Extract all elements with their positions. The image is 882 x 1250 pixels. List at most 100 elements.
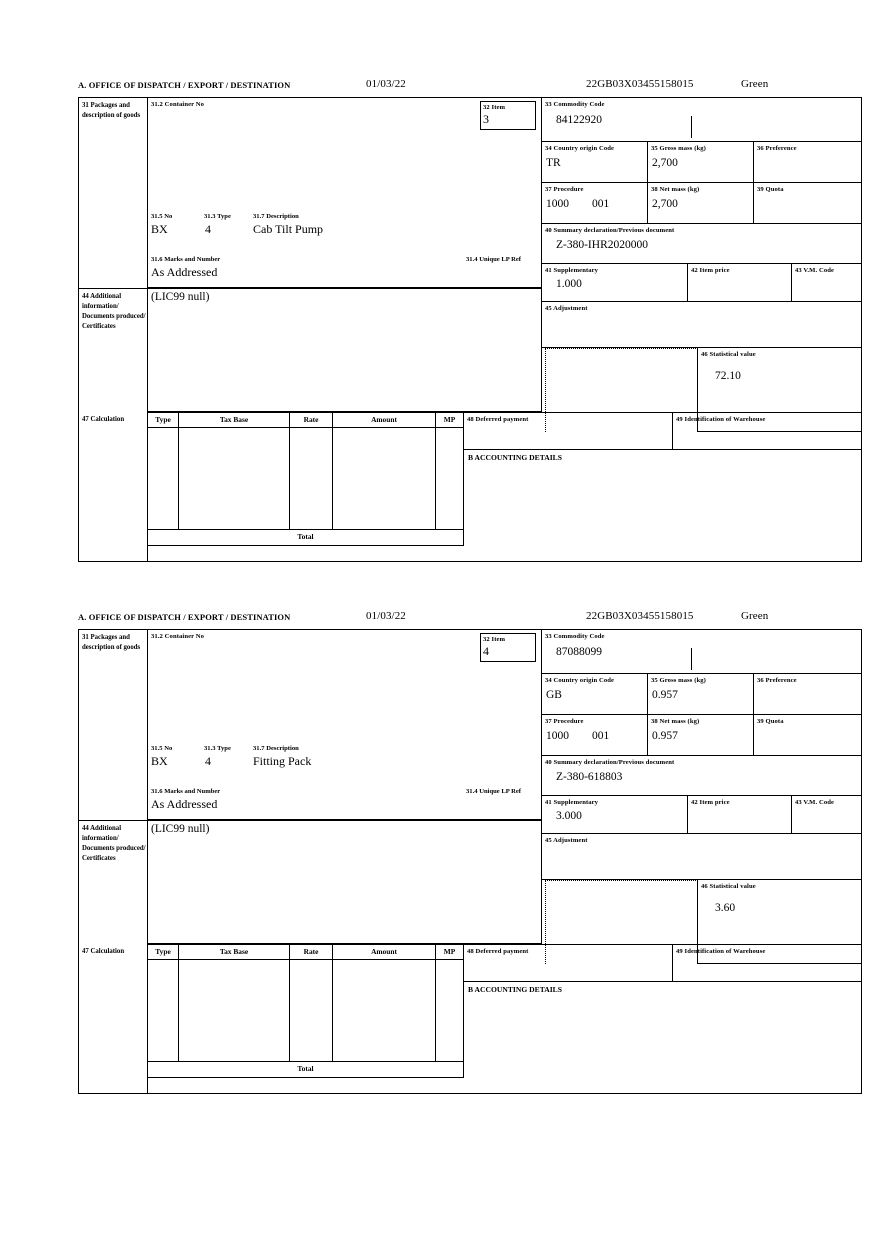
box-40-label: 40 Summary declaration/Previous document — [545, 227, 675, 234]
box-40-label: 40 Summary declaration/Previous document — [545, 759, 675, 766]
box-46-statistical-value: 46 Statistical value 3.60 — [698, 880, 861, 964]
calc-cell-amount[interactable] — [333, 428, 436, 530]
calc-cell-tax-base[interactable] — [179, 428, 290, 530]
box-37-label: 37 Procedure — [545, 718, 584, 725]
box-31-2-container-no-label: 31.2 Container No — [151, 633, 205, 640]
box-42-label: 42 Item price — [691, 799, 730, 806]
box-41-value[interactable]: 3.000 — [556, 809, 582, 822]
box-48-label: 48 Deferred payment — [467, 416, 529, 423]
box-40-value[interactable]: Z-380-618803 — [556, 770, 623, 783]
box-46-statistical-value: 46 Statistical value 72.10 — [698, 348, 861, 432]
box-45-value[interactable] — [542, 314, 861, 316]
box-40-summary-declaration: 40 Summary declaration/Previous document… — [542, 756, 861, 796]
box-36-value[interactable] — [754, 686, 861, 689]
calc-cell-type[interactable] — [148, 960, 179, 1062]
box-31-3-type-label: 31.3 Type — [204, 745, 231, 752]
box-34-label: 34 Country origin Code — [545, 145, 615, 152]
box-b-accounting-details: B ACCOUNTING DETAILS — [464, 450, 861, 561]
box-35-label: 35 Gross mass (kg) — [651, 677, 706, 684]
box-46-label: 46 Statistical value — [701, 883, 756, 890]
box-34-value[interactable]: GB — [546, 688, 562, 701]
box-31-3-type-value[interactable]: 4 — [205, 754, 211, 768]
box-45-label: 45 Adjustment — [545, 305, 588, 312]
box-41-supplementary: 41 Supplementary 1.000 — [542, 264, 688, 302]
calc-cell-tax-base[interactable] — [179, 960, 290, 1062]
calc-col-type: Type — [148, 412, 179, 428]
box-39-value[interactable] — [754, 195, 861, 198]
calc-cell-mp[interactable] — [436, 960, 464, 1062]
calc-cell-rate[interactable] — [290, 960, 333, 1062]
box-43-label: 43 V.M. Code — [795, 267, 835, 274]
box-37-procedure: 37 Procedure 1000 001 — [542, 715, 648, 756]
box-31-7-description-value[interactable]: Fitting Pack — [253, 754, 312, 768]
box-43-value[interactable] — [792, 808, 861, 810]
box-31-6-marks-value[interactable]: As Addressed — [151, 265, 218, 279]
box-47-stub: 47 Calculation — [79, 944, 148, 1093]
box-33-commodity-code-label: 33 Commodity Code — [545, 633, 605, 640]
box-39-quota: 39 Quota — [754, 183, 861, 224]
declaration-form-item-4: A. OFFICE OF DISPATCH / EXPORT / DESTINA… — [78, 610, 862, 1094]
box-35-value[interactable]: 2,700 — [652, 156, 678, 169]
calc-cell-mp[interactable] — [436, 428, 464, 530]
box-32-item-value[interactable]: 4 — [483, 643, 489, 658]
box-32-item-label: 32 Item — [483, 104, 506, 111]
box-31-3-type-value[interactable]: 4 — [205, 222, 211, 236]
box-45-adjustment: 45 Adjustment — [542, 302, 861, 348]
box-35-value[interactable]: 0.957 — [652, 688, 678, 701]
calc-col-tax-base: Tax Base — [179, 412, 290, 428]
box-39-quota: 39 Quota — [754, 715, 861, 756]
box-42-value[interactable] — [688, 276, 791, 278]
box-31-7-description-value[interactable]: Cab Tilt Pump — [253, 222, 324, 236]
box-42-item-price: 42 Item price — [688, 796, 792, 834]
box-45-value[interactable] — [542, 846, 861, 848]
box-b-label: B ACCOUNTING DETAILS — [468, 453, 562, 462]
calc-cell-type[interactable] — [148, 428, 179, 530]
box-44-value[interactable]: (LIC99 null) — [151, 291, 210, 303]
calc-cell-amount[interactable] — [333, 960, 436, 1062]
box-34-value[interactable]: TR — [546, 156, 561, 169]
box-35-gross-mass: 35 Gross mass (kg) 0.957 — [648, 674, 754, 715]
box-46-value[interactable]: 3.60 — [715, 901, 736, 914]
box-38-value[interactable]: 2,700 — [652, 197, 678, 210]
box-38-value[interactable]: 0.957 — [652, 729, 678, 742]
box-33-commodity-code-value[interactable]: 84122920 — [556, 113, 602, 126]
box-32-item-value[interactable]: 3 — [483, 111, 489, 126]
box-40-value[interactable]: Z-380-IHR2020000 — [556, 238, 648, 251]
box-43-vm-code: 43 V.M. Code — [792, 264, 861, 302]
box-31-7-description-label: 31.7 Description — [253, 745, 299, 752]
box-43-vm-code: 43 V.M. Code — [792, 796, 861, 834]
box-39-value[interactable] — [754, 727, 861, 730]
box-37-value[interactable]: 1000 001 — [546, 197, 610, 210]
box-33-commodity-code-value[interactable]: 87088099 — [556, 645, 602, 658]
box-37-label: 37 Procedure — [545, 186, 584, 193]
box-45-continuation-dotted-area — [545, 348, 698, 432]
calc-col-rate: Rate — [290, 412, 333, 428]
box-34-country-origin-code: 34 Country origin Code GB — [542, 674, 648, 715]
box-31-5-no-value[interactable]: BX — [151, 754, 168, 768]
box-34-country-origin-code: 34 Country origin Code TR — [542, 142, 648, 183]
declaration-date: 01/03/22 — [366, 78, 406, 90]
box-42-value[interactable] — [688, 808, 791, 810]
declaration-grid: 31 Packages and description of goods 31.… — [78, 97, 862, 562]
box-37-procedure: 37 Procedure 1000 001 — [542, 183, 648, 224]
calc-total-label: Total — [148, 1062, 464, 1078]
calc-col-mp: MP — [436, 412, 464, 428]
box-31-5-no-value[interactable]: BX — [151, 222, 168, 236]
calc-cell-rate[interactable] — [290, 428, 333, 530]
box-36-value[interactable] — [754, 154, 861, 157]
box-46-label: 46 Statistical value — [701, 351, 756, 358]
box-33-divider-tick — [691, 648, 692, 670]
calc-col-tax-base: Tax Base — [179, 944, 290, 960]
box-43-value[interactable] — [792, 276, 861, 278]
box-b-accounting-details: B ACCOUNTING DETAILS — [464, 982, 861, 1093]
box-44-value[interactable]: (LIC99 null) — [151, 823, 210, 835]
box-31-6-marks-value[interactable]: As Addressed — [151, 797, 218, 811]
box-31-2-container-no-label: 31.2 Container No — [151, 101, 205, 108]
box-41-value[interactable]: 1.000 — [556, 277, 582, 290]
box-48-label: 48 Deferred payment — [467, 948, 529, 955]
box-31-5-no-label: 31.5 No — [151, 213, 173, 220]
box-32-item: 32 Item 3 — [480, 101, 536, 130]
box-33-commodity-code-label: 33 Commodity Code — [545, 101, 605, 108]
box-46-value[interactable]: 72.10 — [715, 369, 741, 382]
box-37-value[interactable]: 1000 001 — [546, 729, 610, 742]
